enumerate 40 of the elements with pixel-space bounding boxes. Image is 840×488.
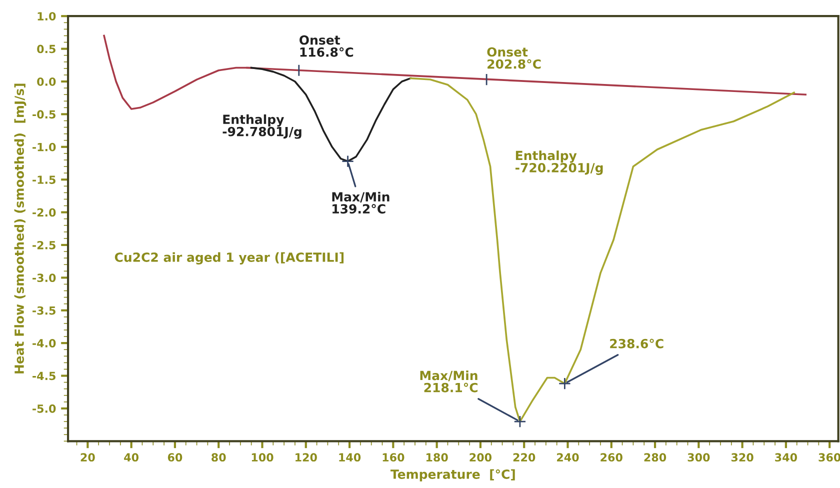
x-tick-label: 200: [470, 453, 492, 462]
y-tick-label: -1.0: [32, 142, 56, 152]
annotation: Cu2C2 air aged 1 year ([ACETILI]: [114, 252, 344, 264]
x-tick-label: 60: [168, 453, 182, 462]
y-tick-label: -1.5: [32, 176, 56, 184]
y-tick-label: -3.0: [32, 274, 56, 282]
y-tick-label: -5.0: [32, 404, 56, 413]
y-axis-title: Heat Flow (smoothed) (smoothed) [mJ/s]: [14, 84, 26, 374]
x-tick-label: 120: [296, 453, 317, 462]
x-tick-label: 320: [731, 453, 754, 462]
y-tick-label: -0.5: [32, 110, 56, 119]
y-tick-label: -4.5: [32, 372, 56, 380]
annotation: Onset 202.8°C: [487, 47, 541, 69]
x-tick-label: 340: [775, 453, 798, 462]
x-tick-label: 100: [252, 453, 274, 462]
annotation: Max/Min 218.1°C: [420, 370, 478, 392]
x-tick-label: 160: [382, 453, 404, 462]
x-tick-label: 40: [124, 453, 139, 462]
x-axis-title: Temperature [°C]: [390, 469, 515, 482]
x-tick-label: 20: [80, 453, 95, 462]
annotation: Onset 116.8°C: [300, 35, 354, 57]
y-tick-label: -2.0: [32, 208, 56, 217]
x-tick-label: 180: [426, 453, 448, 462]
y-tick-label: 1.0: [38, 12, 56, 20]
annotation: 238.6°C: [610, 338, 664, 348]
x-tick-label: 280: [644, 453, 666, 462]
x-tick-label: 220: [513, 453, 536, 462]
y-tick-label: -2.5: [32, 240, 56, 250]
y-tick-label: 0.5: [37, 44, 56, 54]
annotation: Max/Min 139.2°C: [332, 192, 390, 214]
annotation: Enthalpy -92.7801J/g: [222, 114, 302, 139]
x-tick-label: 80: [212, 453, 226, 462]
y-tick-label: -4.0: [32, 339, 56, 348]
x-tick-label: 260: [600, 453, 622, 462]
x-tick-label: 140: [339, 453, 361, 462]
y-tick-label: 0.0: [37, 77, 56, 86]
x-tick-label: 300: [688, 453, 710, 462]
x-tick-label: 240: [557, 453, 579, 462]
annotation: Enthalpy -720.2201J/g: [515, 150, 603, 175]
y-tick-label: -3.5: [32, 306, 56, 315]
